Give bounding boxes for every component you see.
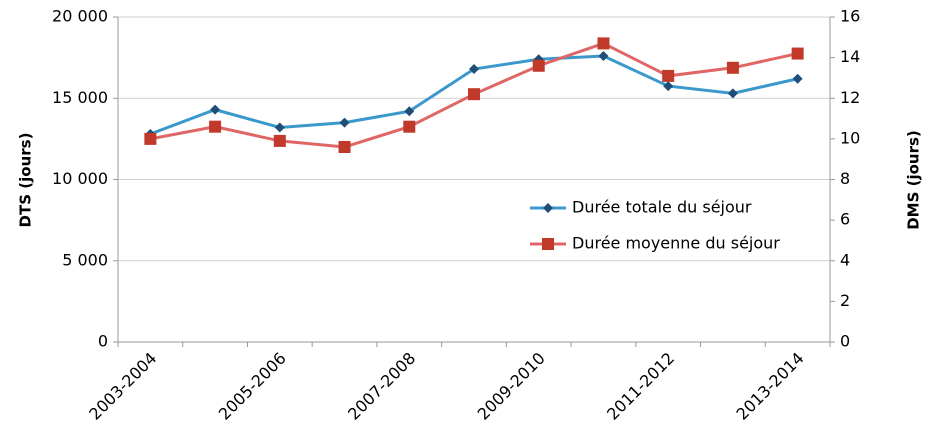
legend-marker [542, 238, 554, 250]
series-marker [403, 120, 416, 133]
legend-marker [543, 203, 553, 213]
y2-tick-label: 4 [840, 250, 850, 269]
series-marker [273, 134, 286, 147]
y-tick-label: 15 000 [52, 88, 108, 107]
y2-tick-label: 12 [840, 88, 860, 107]
series-marker [791, 47, 804, 60]
series-marker [727, 88, 738, 99]
legend-label: Durée moyenne du séjour [572, 234, 780, 253]
y-tick-label: 5 000 [62, 250, 108, 269]
legend-label: Durée totale du séjour [572, 198, 752, 217]
y-tick-label: 20 000 [52, 7, 108, 26]
series-marker [792, 73, 803, 84]
y-tick-label: 0 [98, 332, 108, 351]
series-marker [338, 141, 351, 153]
series-marker [339, 117, 350, 128]
series-marker [209, 120, 222, 133]
y2-tick-label: 0 [840, 332, 850, 351]
x-tick-label: 2011-2012 [603, 349, 678, 424]
x-tick-label: 2003-2004 [85, 349, 160, 424]
y2-tick-label: 8 [840, 169, 850, 188]
x-tick-label: 2013-2014 [733, 349, 808, 424]
y2-axis-title: DMS (jours) [905, 130, 923, 230]
series-marker [274, 122, 285, 133]
y2-tick-label: 6 [840, 210, 850, 229]
series-marker [404, 106, 415, 117]
series-marker [532, 59, 545, 72]
series-marker [597, 37, 610, 50]
series-marker [662, 69, 675, 82]
y2-tick-label: 2 [840, 291, 850, 310]
y2-tick-label: 14 [840, 47, 860, 66]
y2-tick-label: 16 [840, 7, 860, 26]
y2-tick-label: 10 [840, 128, 860, 147]
x-tick-label: 2009-2010 [474, 349, 549, 424]
y-tick-label: 10 000 [52, 169, 108, 188]
series-marker [726, 61, 739, 74]
x-tick-label: 2007-2008 [344, 349, 419, 424]
x-tick-label: 2005-2006 [215, 349, 290, 424]
series-marker [469, 64, 479, 74]
series-marker [598, 51, 609, 61]
series-marker [210, 104, 221, 115]
series-marker [663, 81, 674, 92]
series-marker [468, 88, 480, 101]
y-axis-title: DTS (jours) [17, 133, 35, 228]
series-marker [144, 132, 157, 145]
